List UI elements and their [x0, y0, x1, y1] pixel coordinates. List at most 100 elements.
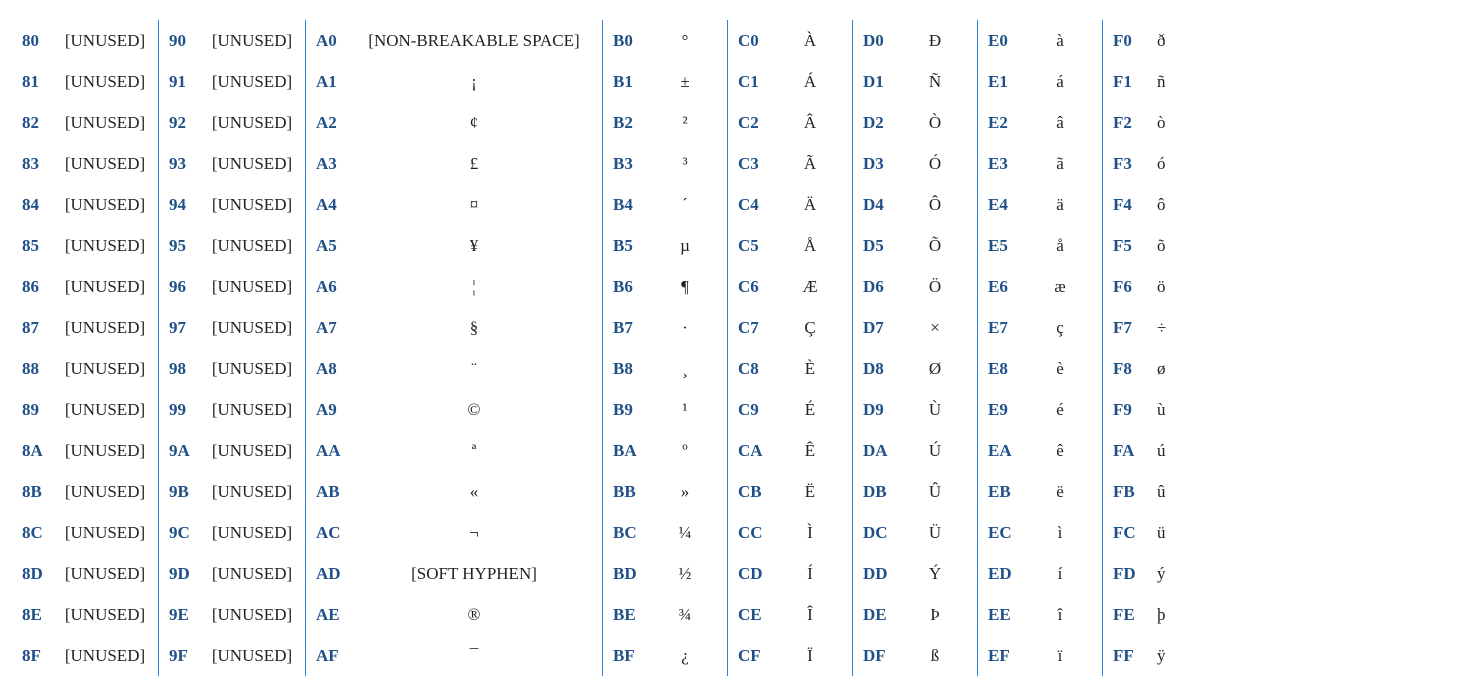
- hex-code: F4: [1113, 184, 1153, 225]
- char-value: ý: [1153, 553, 1191, 594]
- hex-code: AB: [316, 471, 356, 512]
- hex-code: DD: [863, 553, 903, 594]
- hex-code: AD: [316, 553, 356, 594]
- char-value: Ð: [903, 20, 967, 61]
- charset-row: B4´: [613, 184, 717, 225]
- charset-column: A0[NON-BREAKABLE SPACE]A1¡A2¢A3£A4¤A5¥A6…: [306, 20, 603, 676]
- char-value: Ý: [903, 553, 967, 594]
- charset-row: FCü: [1113, 512, 1191, 553]
- hex-code: C8: [738, 348, 778, 389]
- charset-row: 9A[UNUSED]: [169, 430, 295, 471]
- char-value: ü: [1153, 512, 1191, 553]
- hex-code: A3: [316, 143, 356, 184]
- charset-row: D1Ñ: [863, 61, 967, 102]
- hex-code: EA: [988, 430, 1028, 471]
- hex-code: C5: [738, 225, 778, 266]
- char-value: ×: [903, 307, 967, 348]
- char-value: Á: [778, 61, 842, 102]
- charset-row: 80[UNUSED]: [22, 20, 148, 61]
- hex-code: F9: [1113, 389, 1153, 430]
- hex-code: EC: [988, 512, 1028, 553]
- charset-row: 93[UNUSED]: [169, 143, 295, 184]
- charset-row: 86[UNUSED]: [22, 266, 148, 307]
- hex-code: F5: [1113, 225, 1153, 266]
- hex-code: 81: [22, 61, 62, 102]
- hex-code: F0: [1113, 20, 1153, 61]
- hex-code: DF: [863, 635, 903, 676]
- hex-code: 8A: [22, 430, 62, 471]
- hex-code: B3: [613, 143, 653, 184]
- char-value: [UNUSED]: [62, 307, 148, 348]
- charset-row: D0Ð: [863, 20, 967, 61]
- charset-column: C0ÀC1ÁC2ÂC3ÃC4ÄC5ÅC6ÆC7ÇC8ÈC9ÉCAÊCBËCCÌC…: [728, 20, 853, 676]
- char-value: ò: [1153, 102, 1191, 143]
- hex-code: ED: [988, 553, 1028, 594]
- hex-code: FE: [1113, 594, 1153, 635]
- charset-row: BE¾: [613, 594, 717, 635]
- char-value: [UNUSED]: [209, 389, 295, 430]
- char-value: à: [1028, 20, 1092, 61]
- hex-code: E7: [988, 307, 1028, 348]
- charset-row: B7·: [613, 307, 717, 348]
- char-value: [UNUSED]: [62, 102, 148, 143]
- charset-row: EDí: [988, 553, 1092, 594]
- char-value: ¾: [653, 594, 717, 635]
- char-value: [UNUSED]: [209, 594, 295, 635]
- charset-row: D5Õ: [863, 225, 967, 266]
- charset-row: A8¨: [316, 348, 592, 389]
- char-value: ¥: [356, 225, 592, 266]
- char-value: [UNUSED]: [62, 20, 148, 61]
- char-value: §: [356, 307, 592, 348]
- charset-row: F2ò: [1113, 102, 1191, 143]
- charset-row: F6ö: [1113, 266, 1191, 307]
- char-value: [UNUSED]: [209, 266, 295, 307]
- charset-row: 8B[UNUSED]: [22, 471, 148, 512]
- hex-code: 96: [169, 266, 209, 307]
- char-value: [UNUSED]: [62, 635, 148, 676]
- char-value: [UNUSED]: [209, 20, 295, 61]
- char-value: [UNUSED]: [62, 184, 148, 225]
- hex-code: B1: [613, 61, 653, 102]
- charset-column: E0àE1áE2âE3ãE4äE5åE6æE7çE8èE9éEAêEBëECìE…: [978, 20, 1103, 676]
- hex-code: 9E: [169, 594, 209, 635]
- hex-code: FA: [1113, 430, 1153, 471]
- charset-row: F5õ: [1113, 225, 1191, 266]
- charset-row: 9B[UNUSED]: [169, 471, 295, 512]
- char-value: Î: [778, 594, 842, 635]
- hex-code: F6: [1113, 266, 1153, 307]
- charset-row: FDý: [1113, 553, 1191, 594]
- charset-row: 88[UNUSED]: [22, 348, 148, 389]
- charset-row: 89[UNUSED]: [22, 389, 148, 430]
- char-value: ú: [1153, 430, 1191, 471]
- char-value: ï: [1028, 635, 1092, 676]
- hex-code: B8: [613, 348, 653, 389]
- hex-code: CC: [738, 512, 778, 553]
- char-value: ð: [1153, 20, 1191, 61]
- charset-row: AD[SOFT HYPHEN]: [316, 553, 592, 594]
- hex-code: 89: [22, 389, 62, 430]
- charset-row: C4Ä: [738, 184, 842, 225]
- hex-code: 97: [169, 307, 209, 348]
- char-value: Ü: [903, 512, 967, 553]
- hex-code: 8E: [22, 594, 62, 635]
- charset-row: F7÷: [1113, 307, 1191, 348]
- hex-code: A9: [316, 389, 356, 430]
- charset-row: A7§: [316, 307, 592, 348]
- hex-code: EF: [988, 635, 1028, 676]
- charset-row: C6Æ: [738, 266, 842, 307]
- hex-code: 8C: [22, 512, 62, 553]
- char-value: [UNUSED]: [62, 553, 148, 594]
- char-value: ¦: [356, 266, 592, 307]
- charset-row: CDÍ: [738, 553, 842, 594]
- hex-code: B4: [613, 184, 653, 225]
- char-value: ©: [356, 389, 592, 430]
- charset-row: E5å: [988, 225, 1092, 266]
- hex-code: FF: [1113, 635, 1153, 676]
- charset-row: 95[UNUSED]: [169, 225, 295, 266]
- char-value: í: [1028, 553, 1092, 594]
- char-value: [UNUSED]: [209, 307, 295, 348]
- charset-row: CBË: [738, 471, 842, 512]
- char-value: Â: [778, 102, 842, 143]
- char-value: [UNUSED]: [62, 389, 148, 430]
- charset-row: AAª: [316, 430, 592, 471]
